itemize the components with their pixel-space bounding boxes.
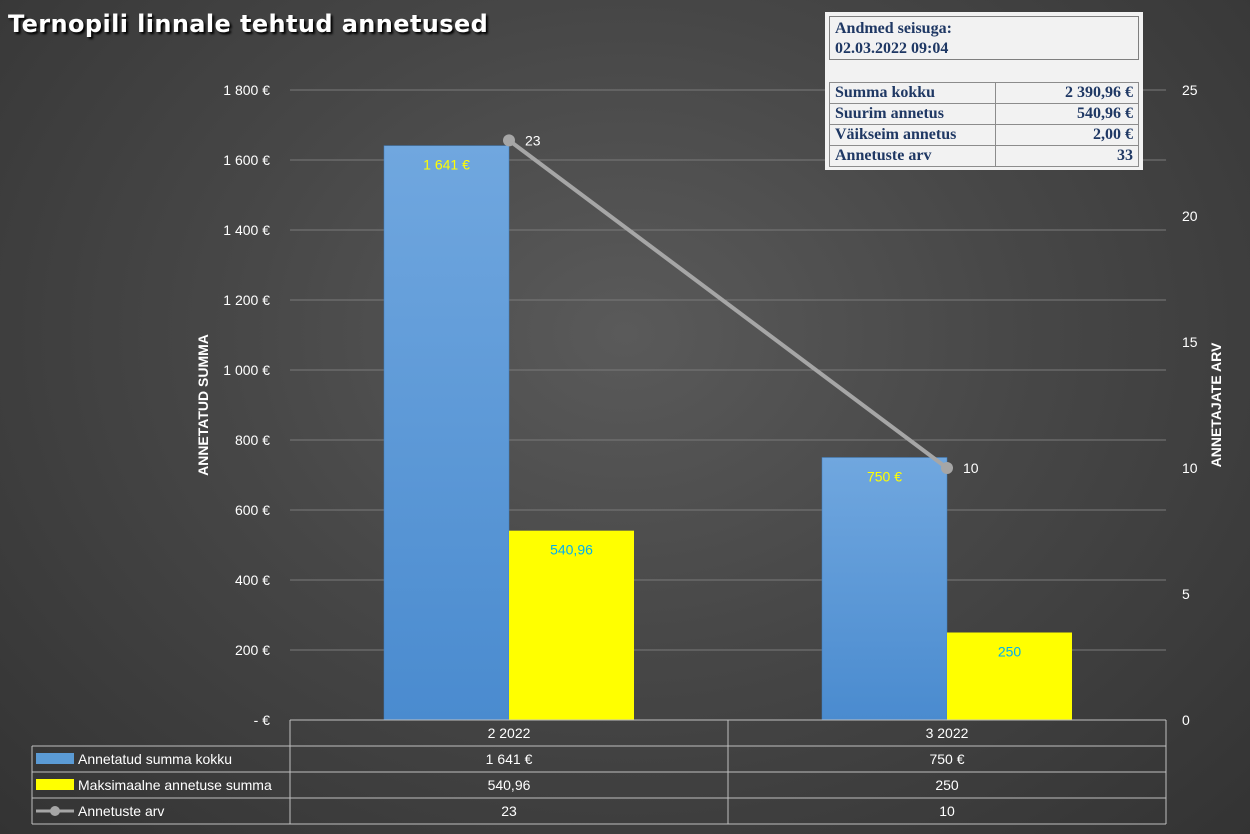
legend-key-total (36, 753, 74, 764)
info-header-line2: 02.03.2022 09:04 (835, 40, 949, 57)
info-label: Väikseim annetus (829, 124, 996, 146)
y-tick-label-left: 1 600 € (223, 152, 270, 168)
y-axis-left: - € 200 € 400 € 600 € 800 € 1 000 € 1 200 € 1 4… (223, 82, 270, 728)
y-tick-label-left: 1 400 € (223, 222, 270, 238)
data-labels: 1 641 € 540,96 750 € 250 23 10 (423, 132, 1021, 659)
y-tick-label-right: 5 (1182, 586, 1190, 602)
category-label: 3 2022 (926, 725, 969, 741)
legend-key-max (36, 779, 74, 790)
info-label: Annetuste arv (829, 145, 996, 167)
bar-max (509, 530, 634, 720)
data-label-max: 540,96 (550, 542, 593, 558)
legend-label: Annetuste arv (78, 803, 164, 819)
y-tick-label-left: 200 € (235, 642, 270, 658)
info-label: Suurim annetus (829, 103, 996, 125)
info-row: Annetuste arv 33 (829, 145, 1139, 167)
y-tick-label-left: 1 200 € (223, 292, 270, 308)
data-label-total: 1 641 € (423, 157, 470, 173)
data-label-count: 10 (963, 460, 979, 476)
y-tick-label-right: 20 (1182, 208, 1198, 224)
info-box: Andmed seisuga: 02.03.2022 09:04 Summa k… (825, 12, 1143, 170)
y-axis-right: 0 5 10 15 20 25 (1182, 82, 1198, 728)
table-cell: 10 (939, 803, 955, 819)
bar-max (947, 632, 1072, 720)
legend-key-marker (50, 806, 60, 816)
table-cell: 540,96 (488, 777, 531, 793)
info-table: Summa kokku 2 390,96 € Suurim annetus 54… (829, 82, 1139, 167)
y-tick-label-left: 400 € (235, 572, 270, 588)
table-cell: 23 (501, 803, 517, 819)
table-cell: 750 € (929, 751, 964, 767)
info-value: 540,96 € (995, 103, 1139, 125)
y-tick-label-right: 0 (1182, 712, 1190, 728)
info-row: Suurim annetus 540,96 € (829, 103, 1139, 125)
line-annetuste-arv (507, 138, 949, 470)
y-axis-title-right: ANNETAJATE ARV (1208, 342, 1224, 467)
category-label: 2 2022 (488, 725, 531, 741)
info-value: 33 (995, 145, 1139, 167)
info-header-line1: Andmed seisuga: (835, 20, 952, 37)
info-header: Andmed seisuga: 02.03.2022 09:04 (829, 16, 1139, 60)
info-row: Summa kokku 2 390,96 € (829, 82, 1139, 104)
y-tick-label-left: 600 € (235, 502, 270, 518)
y-tick-label-left: 800 € (235, 432, 270, 448)
bar-total (821, 457, 948, 721)
data-label-count: 23 (525, 132, 541, 148)
info-value: 2 390,96 € (995, 82, 1139, 104)
y-tick-label-right: 10 (1182, 460, 1198, 476)
y-tick-label-left: 1 000 € (223, 362, 270, 378)
data-label-max: 250 (998, 644, 1022, 660)
data-table: 2 2022 3 2022 Annetatud summa kokku 1 641 €… (31, 719, 1167, 825)
y-axis-title-left: ANNETATUD SUMMA (195, 334, 211, 476)
info-label: Summa kokku (829, 82, 996, 104)
data-label-total: 750 € (867, 469, 902, 485)
legend-label: Annetatud summa kokku (78, 751, 232, 767)
bar-total (383, 145, 510, 721)
y-tick-label-left: 1 800 € (223, 82, 270, 98)
info-row: Väikseim annetus 2,00 € (829, 124, 1139, 146)
line-point (941, 462, 953, 474)
y-tick-label-right: 25 (1182, 82, 1198, 98)
y-tick-label-right: 15 (1182, 334, 1198, 350)
info-value: 2,00 € (995, 124, 1139, 146)
bars (383, 145, 1072, 721)
line-series (503, 134, 953, 474)
table-cell: 1 641 € (486, 751, 533, 767)
legend-label: Maksimaalne annetuse summa (78, 777, 272, 793)
table-cell: 250 (935, 777, 959, 793)
line-point (503, 134, 515, 147)
y-tick-label-left: - € (254, 712, 271, 728)
chart-title: Ternopili linnale tehtud annetused (8, 10, 489, 38)
